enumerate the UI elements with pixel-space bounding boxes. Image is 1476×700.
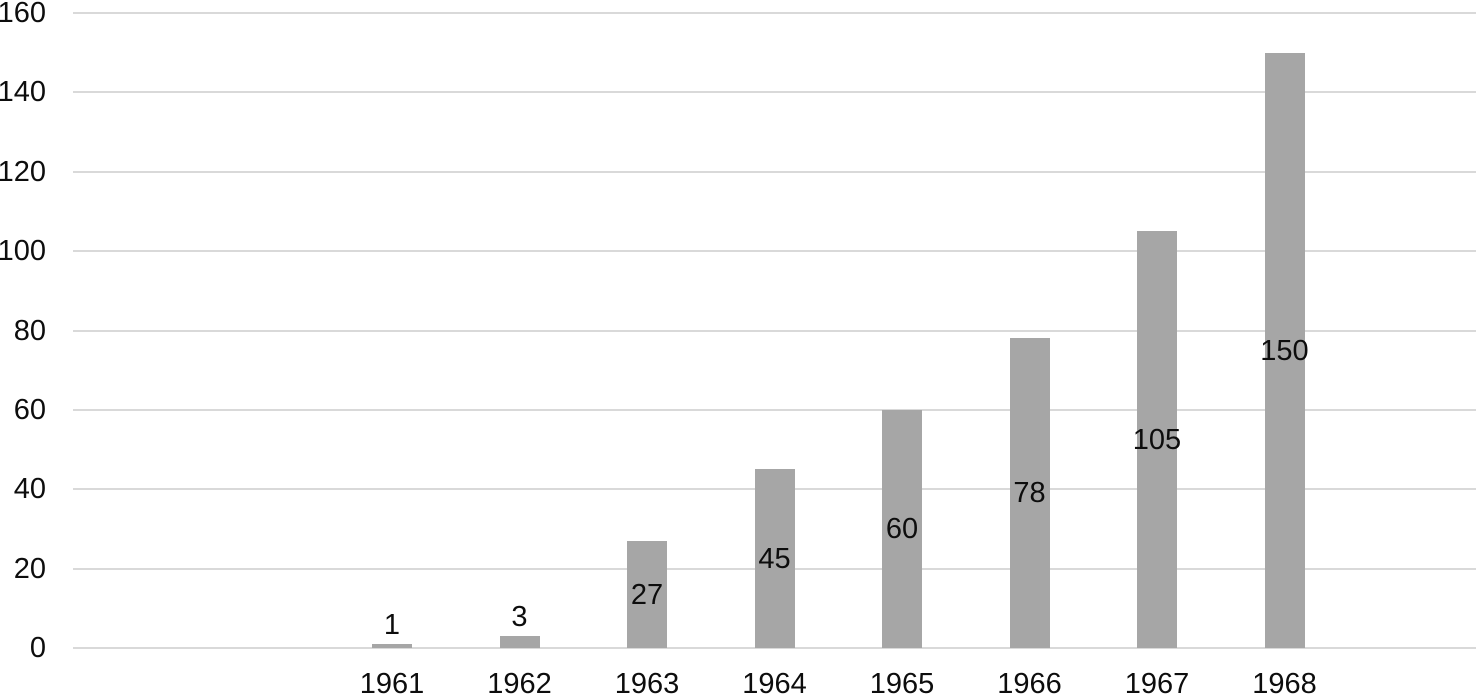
y-axis-tick-label: 80 — [13, 314, 46, 347]
gridline — [73, 647, 1476, 649]
x-axis-tick-label: 1965 — [869, 668, 935, 700]
y-axis-tick-label: 160 — [0, 0, 46, 29]
bar-1968 — [1264, 53, 1305, 648]
bar-value-label: 105 — [1132, 423, 1182, 456]
bar-value-label: 45 — [758, 542, 791, 575]
bar-1962 — [499, 636, 540, 648]
bar-value-label: 60 — [885, 513, 919, 545]
x-axis-tick-label: 1968 — [1252, 668, 1317, 700]
bar-value-label: 150 — [1260, 334, 1309, 367]
bar-1964 — [754, 469, 795, 648]
bar-1963 — [627, 541, 667, 648]
bar-value-label: 1 — [383, 609, 401, 641]
x-axis-tick-label: 1966 — [997, 668, 1062, 700]
bar-1965 — [882, 410, 922, 648]
y-axis-tick-label: 20 — [13, 552, 46, 585]
bar-value-label: 78 — [1013, 477, 1046, 509]
gridline — [73, 170, 1476, 173]
x-axis-tick-label: 1963 — [614, 668, 680, 700]
x-axis-tick-label: 1967 — [1124, 668, 1190, 700]
y-axis-tick-label: 60 — [13, 393, 46, 426]
gridline — [73, 329, 1476, 332]
x-axis-tick-label: 1961 — [359, 668, 425, 700]
bar-1967 — [1137, 231, 1177, 648]
y-axis-tick-label: 120 — [0, 155, 46, 188]
bar-value-label: 27 — [630, 578, 664, 611]
bar-1961 — [372, 644, 412, 648]
bar-1966 — [1009, 338, 1050, 648]
gridline — [73, 12, 1476, 14]
gridline — [73, 250, 1476, 253]
gridline — [73, 408, 1476, 411]
x-axis-tick-label: 1964 — [742, 668, 807, 700]
bar-value-label: 3 — [511, 601, 528, 633]
y-axis-tick-label: 0 — [29, 632, 46, 664]
y-axis-tick-label: 40 — [13, 473, 46, 506]
x-axis-tick-label: 1962 — [487, 668, 552, 700]
y-axis-tick-label: 140 — [0, 76, 46, 109]
gridline — [73, 91, 1476, 94]
y-axis-tick-label: 100 — [0, 235, 46, 268]
